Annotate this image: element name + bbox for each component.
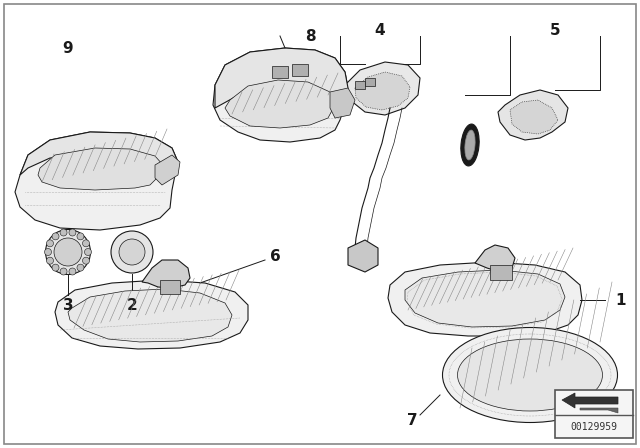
FancyBboxPatch shape [490, 265, 512, 280]
Polygon shape [68, 289, 232, 342]
Text: 8: 8 [305, 29, 316, 43]
Ellipse shape [54, 238, 82, 266]
Polygon shape [155, 155, 180, 185]
Ellipse shape [60, 268, 67, 275]
Ellipse shape [111, 231, 153, 273]
FancyBboxPatch shape [4, 4, 636, 444]
Polygon shape [330, 88, 355, 118]
Ellipse shape [461, 124, 479, 166]
Polygon shape [580, 408, 618, 413]
Polygon shape [55, 280, 248, 349]
Ellipse shape [52, 264, 59, 271]
Polygon shape [225, 80, 335, 128]
Ellipse shape [77, 233, 84, 240]
Ellipse shape [458, 339, 602, 411]
Ellipse shape [465, 130, 475, 160]
Ellipse shape [84, 249, 92, 255]
Polygon shape [355, 72, 410, 110]
Text: 5: 5 [550, 22, 560, 38]
FancyBboxPatch shape [292, 64, 308, 76]
Ellipse shape [60, 229, 67, 236]
Ellipse shape [45, 229, 90, 275]
Text: 6: 6 [270, 249, 281, 263]
FancyBboxPatch shape [365, 78, 375, 86]
Polygon shape [142, 260, 190, 288]
Polygon shape [388, 262, 582, 336]
Polygon shape [15, 132, 178, 230]
Polygon shape [38, 148, 163, 190]
Polygon shape [345, 62, 420, 115]
Ellipse shape [83, 257, 90, 264]
Text: 9: 9 [63, 40, 74, 56]
Ellipse shape [442, 327, 618, 422]
Ellipse shape [119, 239, 145, 265]
Text: 7: 7 [408, 413, 418, 427]
Polygon shape [213, 48, 348, 142]
Ellipse shape [47, 257, 54, 264]
Polygon shape [20, 132, 178, 175]
Polygon shape [562, 393, 618, 408]
Ellipse shape [77, 264, 84, 271]
Text: 1: 1 [615, 293, 625, 307]
Polygon shape [348, 240, 378, 272]
Ellipse shape [45, 249, 51, 255]
Polygon shape [510, 100, 558, 134]
Ellipse shape [69, 268, 76, 275]
Ellipse shape [69, 229, 76, 236]
Text: 2: 2 [127, 297, 138, 313]
Ellipse shape [83, 240, 90, 247]
Text: 4: 4 [374, 22, 385, 38]
Text: 3: 3 [63, 297, 74, 313]
Text: 00129959: 00129959 [570, 422, 618, 432]
Polygon shape [498, 90, 568, 140]
Polygon shape [405, 270, 565, 327]
FancyBboxPatch shape [272, 66, 288, 78]
FancyBboxPatch shape [355, 81, 365, 89]
Polygon shape [215, 48, 348, 108]
FancyBboxPatch shape [555, 390, 633, 438]
Ellipse shape [47, 240, 54, 247]
FancyBboxPatch shape [160, 280, 180, 294]
Polygon shape [475, 245, 515, 272]
Ellipse shape [52, 233, 59, 240]
